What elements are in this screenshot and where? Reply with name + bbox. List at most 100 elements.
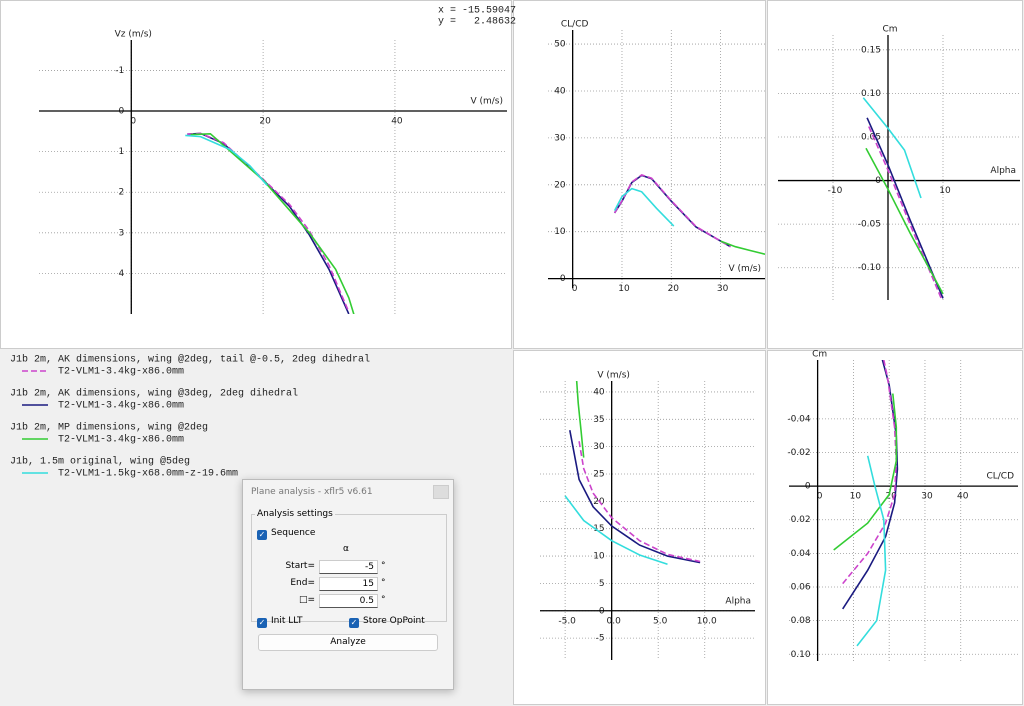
y-tick-label: 30	[554, 133, 566, 143]
x-tick-label: 40	[391, 117, 403, 127]
y-tick-label: 10	[554, 227, 566, 237]
x-tick-label: 10	[939, 186, 951, 196]
y-axis-label: V (m/s)	[597, 371, 630, 381]
checkbox[interactable]: ✓	[257, 618, 267, 628]
y-axis-label: CL/CD	[561, 20, 589, 30]
series-line	[833, 393, 898, 551]
series-line	[720, 240, 765, 255]
y-tick-label: -1	[115, 66, 124, 76]
x-tick-label: 30	[921, 492, 933, 502]
analyze-button[interactable]: Analyze	[258, 634, 438, 651]
x-tick-label: 20	[259, 117, 271, 127]
unit: °	[381, 561, 386, 571]
input[interactable]: 0.5	[319, 594, 378, 608]
field-label: End=	[290, 578, 315, 588]
panel	[513, 0, 766, 349]
dialog: Plane analysis - xflr5 v6.61 Analysis se…	[242, 479, 454, 690]
sequence-checkbox[interactable]: ✓ Sequence	[257, 528, 315, 540]
x-tick-label: 40	[957, 492, 969, 502]
x-tick-label: 10.0	[697, 616, 717, 626]
series-line	[575, 381, 585, 458]
x-axis-label: Alpha	[725, 596, 751, 606]
x-tick-label: 10	[618, 284, 630, 294]
y-tick-label: 0.08	[791, 616, 811, 626]
y-tick-label: 0.10	[791, 650, 811, 660]
label: Init LLT	[271, 616, 303, 626]
y-tick-label: -0.10	[858, 263, 882, 273]
legend-polar: T2-VLM1-1.5kg-x68.0mm-z-19.6mm	[58, 468, 238, 480]
input[interactable]: -5	[319, 560, 378, 574]
series-line	[190, 132, 355, 314]
field-label: □=	[298, 595, 315, 605]
x-tick-label: -5.0	[558, 616, 576, 626]
input[interactable]: 15	[319, 577, 378, 591]
y-tick-label: 10	[593, 552, 605, 562]
panel	[767, 0, 1023, 349]
x-axis-label: Alpha	[990, 166, 1016, 176]
x-tick-label: 5.0	[653, 616, 668, 626]
y-tick-label: 1	[119, 147, 125, 157]
checkbox[interactable]: ✓	[257, 530, 267, 540]
x-tick-label: -10	[828, 186, 843, 196]
legend-plane: J1b 2m, AK dimensions, wing @2deg, tail …	[10, 354, 370, 366]
y-tick-label: 0.15	[861, 45, 881, 55]
cursor-y: y = 2.48632	[438, 17, 516, 28]
panel	[513, 350, 766, 705]
y-tick-label: 30	[593, 442, 605, 452]
store-oppoint-checkbox[interactable]: ✓ Store OpPoint	[349, 616, 425, 628]
x-axis-label: CL/CD	[986, 472, 1014, 482]
series-line	[865, 147, 944, 295]
init-llt-checkbox[interactable]: ✓ Init LLT	[257, 616, 303, 628]
y-tick-label: 35	[593, 415, 604, 425]
label: Store OpPoint	[363, 616, 425, 626]
y-axis-label: Cm	[882, 25, 897, 35]
series-line	[862, 97, 922, 199]
x-tick-label: 20	[668, 284, 680, 294]
y-tick-label: -0.05	[858, 220, 881, 230]
legend-plane: J1b 2m, AK dimensions, wing @3deg, 2deg …	[10, 388, 298, 400]
y-tick-label: 4	[119, 269, 125, 279]
x-tick-label: 0	[572, 284, 578, 294]
y-tick-label: 0.06	[791, 583, 811, 593]
x-tick-label: 0.0	[607, 616, 622, 626]
x-tick-label: 0	[817, 492, 823, 502]
y-tick-label: -5	[596, 634, 605, 644]
unit: °	[381, 578, 386, 588]
series-line	[613, 187, 675, 227]
y-tick-label: 50	[554, 40, 566, 50]
series-line	[564, 495, 668, 566]
y-tick-label: 25	[593, 470, 604, 480]
y-tick-label: 0.02	[791, 515, 811, 525]
y-axis-label: Cm	[812, 350, 827, 360]
y-tick-label: 0.04	[791, 549, 811, 559]
y-tick-label: 2	[119, 188, 125, 198]
legend-plane: J1b 2m, MP dimensions, wing @2deg	[10, 422, 208, 434]
series-line	[842, 360, 899, 610]
series-line	[187, 132, 350, 314]
y-tick-label: 5	[599, 579, 605, 589]
series-line	[187, 132, 350, 313]
y-tick-label: -0.02	[787, 448, 810, 458]
x-axis-label: V (m/s)	[728, 264, 761, 274]
y-tick-label: 40	[593, 387, 605, 397]
series-line	[866, 117, 944, 299]
x-tick-label: 10	[850, 492, 862, 502]
close-button[interactable]	[433, 485, 449, 499]
series-line	[185, 134, 268, 186]
x-tick-label: 0	[130, 117, 136, 127]
legend-polar: T2-VLM1-3.4kg-x86.0mm	[58, 366, 184, 378]
y-tick-label: -0.04	[787, 414, 811, 424]
y-axis-label: Vz (m/s)	[115, 30, 152, 40]
label: Sequence	[271, 528, 316, 538]
series-line	[578, 441, 701, 563]
group-title: Analysis settings	[255, 509, 335, 519]
dialog-title: Plane analysis - xflr5 v6.61	[251, 487, 373, 497]
checkbox[interactable]: ✓	[349, 618, 359, 628]
series-line	[842, 360, 898, 585]
x-tick-label: 20	[885, 492, 897, 502]
unit: °	[381, 595, 386, 605]
y-tick-label: 20	[554, 180, 566, 190]
legend-plane: J1b, 1.5m original, wing @5deg	[10, 456, 190, 468]
legend-polar: T2-VLM1-3.4kg-x86.0mm	[58, 434, 184, 446]
y-tick-label: 0.10	[861, 89, 881, 99]
